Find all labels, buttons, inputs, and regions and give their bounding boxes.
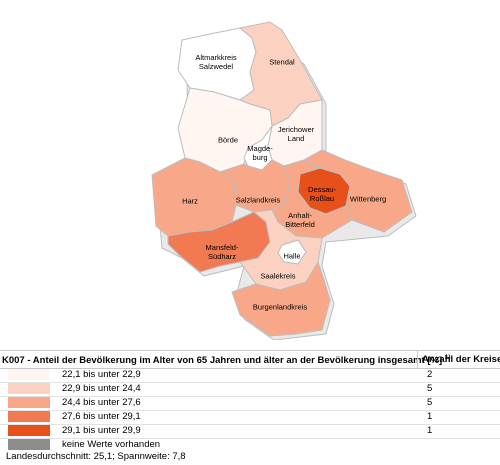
legend-label: 22,1 bis unter 22,9 [62,369,141,380]
legend-panel: K007 - Anteil der Bevölkerung im Alter v… [0,350,500,465]
region-label-stendal: Stendal [269,58,295,67]
region-label-harz: Harz [182,197,198,206]
legend-title-text: K007 - Anteil der Bevölkerung im Alter v… [2,355,443,367]
legend-row: 24,4 bis unter 27,6 5 [0,396,500,411]
legend-swatch [8,439,50,450]
legend-label: 24,4 bis unter 27,6 [62,397,141,408]
legend-count-header: Anzahl der Kreise [422,354,500,365]
region-label-jerichower-land: Jerichower Land [278,125,315,143]
legend-header: K007 - Anteil der Bevölkerung im Alter v… [0,350,500,369]
region-label-magdeburg: Magde-burg [247,144,273,162]
legend-footnote: 1) [444,354,451,361]
legend-swatch [8,397,50,408]
region-label-mansfeld-suedharz: Mansfeld-Südharz [206,243,239,261]
legend-row: 29,1 bis unter 29,9 1 [0,424,500,439]
legend-header-divider [417,351,418,368]
region-label-dessau-rosslau: Dessau-Roßlau [308,185,336,203]
legend-footer: Landesdurchschnitt: 25,1; Spannweite: 7,… [6,451,186,462]
legend-label: 22,9 bis unter 24,4 [62,383,141,394]
region-harz [151,157,237,237]
legend-count: 5 [427,397,433,408]
region-label-anhalt-bitterfeld: Anhalt-Bitterfeld [285,211,315,229]
legend-title: K007 - Anteil der Bevölkerung im Alter v… [2,354,451,366]
legend-count: 1 [427,425,433,436]
region-label-halle: Halle [283,252,300,261]
region-anhalt-bitterfeld [271,159,353,239]
legend-row: 22,1 bis unter 22,9 2 [0,368,500,383]
legend-swatch [8,425,50,436]
legend-row: 27,6 bis unter 29,1 1 [0,410,500,425]
region-wittenberg [303,149,413,233]
legend-swatch [8,411,50,422]
region-label-boerde: Börde [218,136,238,145]
region-label-burgenlandkreis: Burgenlandkreis [253,303,307,312]
legend-swatch [8,383,50,394]
legend-label: keine Werte vorhanden [62,439,161,450]
legend-label: 29,1 bis unter 29,9 [62,425,141,436]
region-label-salzlandkreis: Salzlandkreis [236,196,281,205]
region-burgenlandkreis [231,261,331,337]
region-label-altmarkkreis-salzwedel: Altmarkkreis Salzwedel [195,53,237,71]
legend-count: 5 [427,383,433,394]
region-label-wittenberg: Wittenberg [350,195,386,204]
region-label-saalekreis: Saalekreis [260,272,295,281]
legend-swatch [8,369,50,380]
district-map: Altmarkkreis Salzwedel Stendal Börde Jericho… [151,21,417,340]
legend-label: 27,6 bis unter 29,1 [62,411,141,422]
legend-row: 22,9 bis unter 24,4 5 [0,382,500,397]
legend-count: 1 [427,411,433,422]
legend-row: keine Werte vorhanden [0,438,500,452]
legend-count: 2 [427,369,433,380]
